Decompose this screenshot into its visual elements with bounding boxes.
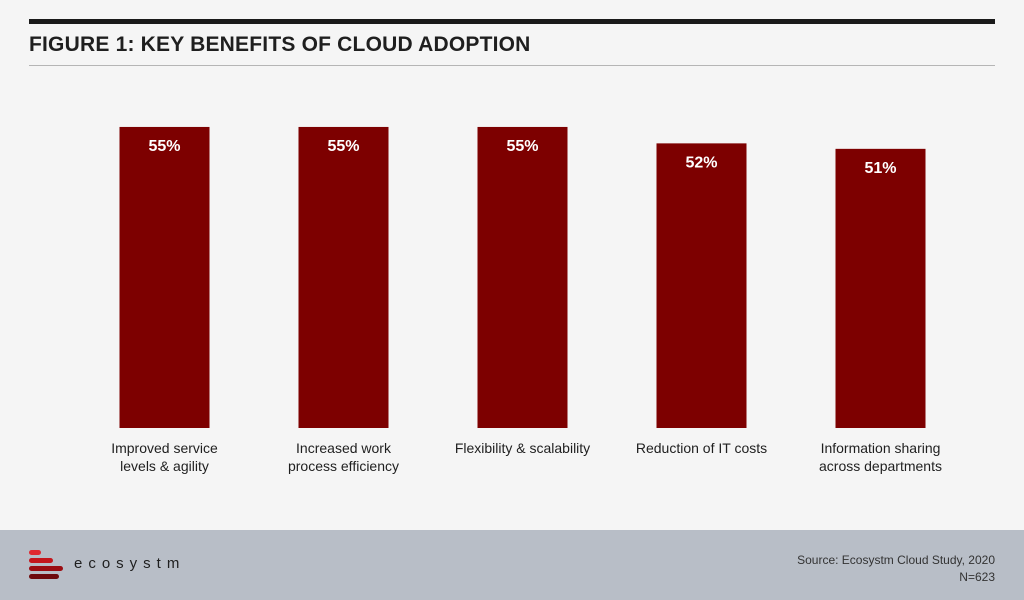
brand-name: ecosystm [74, 555, 186, 572]
sample-size: N=623 [959, 570, 995, 584]
source-note: Source: Ecosystm Cloud Study, 2020 N=623 [797, 552, 995, 586]
source-text: Source: Ecosystm Cloud Study, 2020 [797, 553, 995, 567]
chart-title: FIGURE 1: KEY BENEFITS OF CLOUD ADOPTION [29, 33, 531, 56]
data-label: 51% [864, 160, 896, 177]
logo-bar-4 [29, 574, 59, 579]
data-label: 52% [685, 154, 717, 171]
top-rule [29, 19, 995, 24]
logo-bar-1 [29, 550, 41, 555]
bar-chart: 55% Improved service levels & agility 55% In… [111, 126, 942, 474]
category-label: Reduction of IT costs [636, 440, 767, 456]
data-label: 55% [148, 138, 180, 155]
bar [298, 126, 389, 429]
bar [835, 148, 926, 428]
category-label: Information sharing [821, 440, 941, 456]
footer: ecosystm Source: Ecosystm Cloud Study, 2… [0, 530, 1024, 600]
logo-bar-2 [29, 558, 53, 563]
ecosystm-logo-icon [29, 550, 63, 579]
category-label: process efficiency [288, 458, 399, 474]
data-label: 55% [327, 138, 359, 155]
category-label: Increased work [296, 440, 392, 456]
category-label: Flexibility & scalability [455, 440, 590, 456]
data-label: 55% [506, 138, 538, 155]
title-rule [29, 65, 995, 66]
category-label: across departments [819, 458, 942, 474]
category-label: Improved service [111, 440, 218, 456]
bar [656, 143, 747, 429]
logo-bar-3 [29, 566, 63, 571]
bar [119, 126, 210, 429]
category-label: levels & agility [120, 458, 209, 474]
bar [477, 126, 568, 429]
